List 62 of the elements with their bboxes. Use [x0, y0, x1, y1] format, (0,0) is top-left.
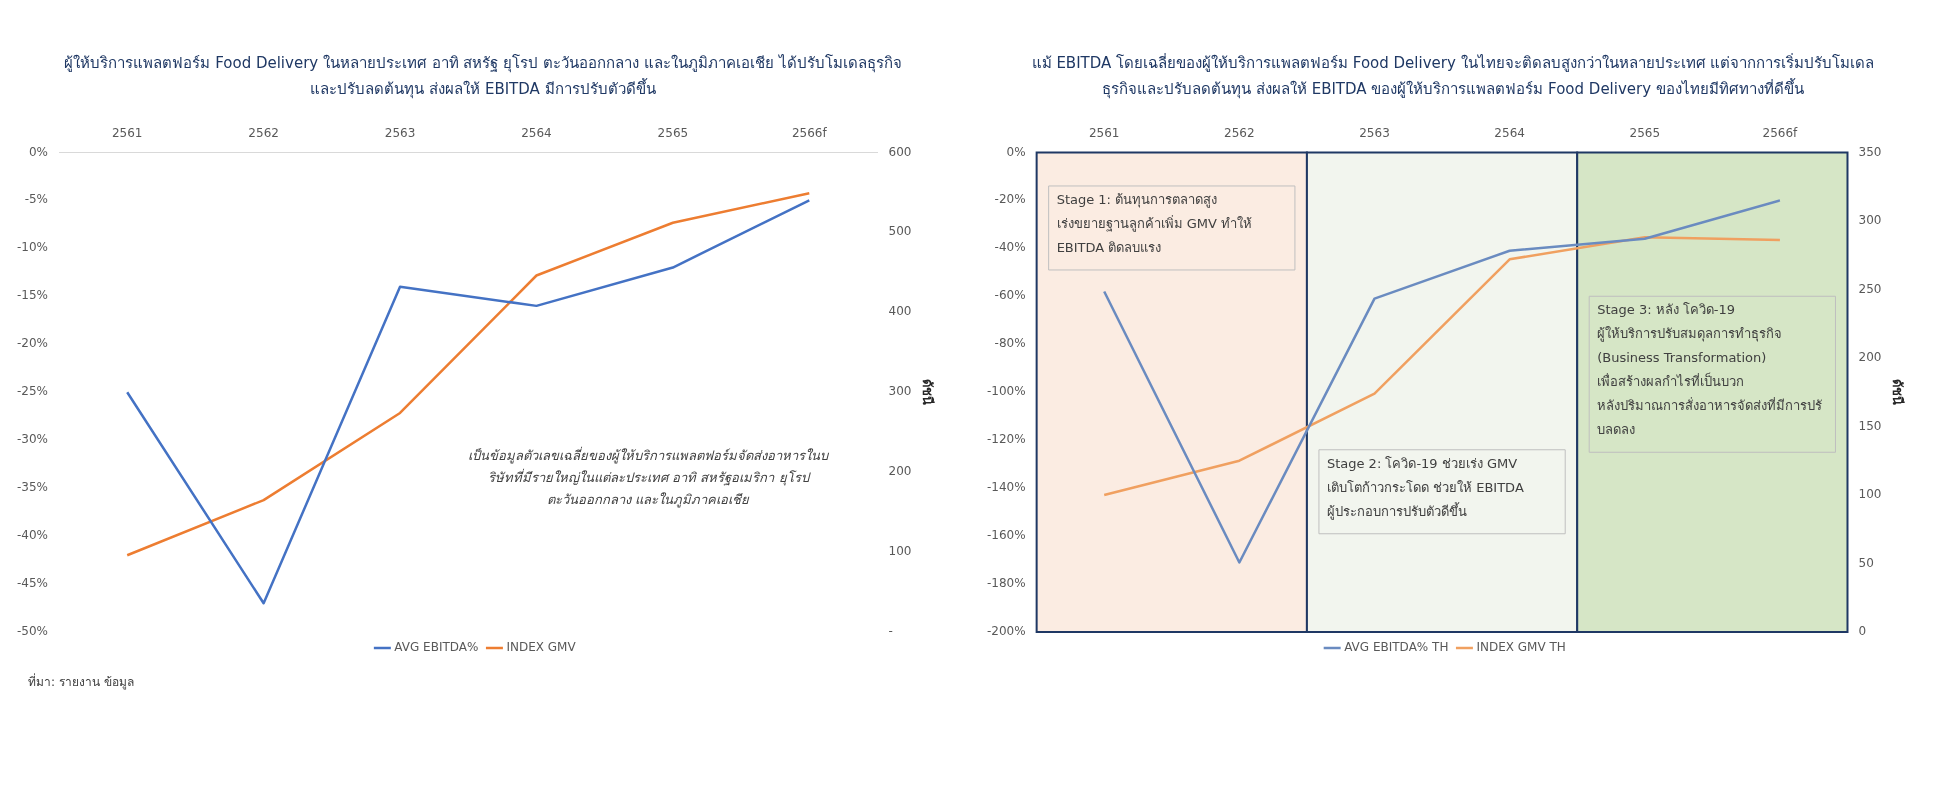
y2-tick-label: 500: [888, 224, 912, 239]
y-tick-label: -40%: [994, 240, 1026, 255]
annotation: เป็นข้อมูลตัวเลขเฉลี่ยของผู้ให้บริการแพลตฟอร์มจัดส่งอาหารในบริษัทที่มีรายใหญ่ในแต่ละประเทศ อาทิ สหรัฐอเมริกา ยุโรป ตะวันออกกลาง และในภูมิภาคเอเชีย: [468, 445, 831, 508]
y-tick-label: -80%: [994, 336, 1026, 351]
y2-tick-label: 300: [888, 384, 912, 399]
y-tick-label: -140%: [987, 480, 1026, 495]
x-tick-label: 2564: [1494, 126, 1525, 141]
y2-tick-label: 600: [888, 144, 912, 159]
legend-label: INDEX GMV TH: [1476, 640, 1566, 655]
x-tick-label: 2564: [521, 126, 552, 141]
y-tick-label: -30%: [16, 432, 48, 447]
y2-tick-label: 100: [1858, 487, 1882, 502]
y2-tick-label: 300: [1858, 213, 1882, 228]
x-tick-label: 2563: [384, 126, 416, 141]
y-tick-label: -160%: [987, 528, 1026, 543]
x-tick-label: 2565: [657, 126, 689, 141]
y-tick-label: 0%: [1006, 144, 1026, 159]
x-tick-label: 2566f: [791, 126, 828, 141]
x-tick-label: 2562: [248, 126, 279, 141]
legend-label: INDEX GMV: [506, 640, 577, 655]
y-tick-label: -100%: [987, 384, 1026, 399]
y2-axis-title: ดัชนี: [1889, 379, 1905, 406]
y2-tick-label: 400: [888, 304, 912, 319]
y-tick-label: -10%: [16, 240, 48, 255]
y-tick-label: -50%: [16, 624, 48, 639]
y2-tick-label: 0: [1858, 624, 1867, 639]
y-tick-label: -60%: [994, 288, 1026, 303]
y-tick-label: -200%: [987, 624, 1026, 639]
chart-title: แม้ EBITDA โดยเฉลี่ยของผู้ให้บริการแพลตฟอร์ม Food Delivery ในไทยจะติดลบสูงกว่าในหลายประเทศ แต่จากการเริ่มปรับโมเดลธุรกิจและปรับลดต้นทุน ส่งผลให้ EBITDA ของผู้ให้บริการแพลตฟอร์ม Food Delivery ของไทยมีทิศทางที่ดีขึ้น: [1030, 52, 1876, 101]
y-tick-label: -5%: [24, 192, 48, 207]
x-tick-label: 2561: [1088, 126, 1120, 141]
x-tick-label: 2566f: [1762, 126, 1799, 141]
y-tick-label: -25%: [16, 384, 48, 399]
band-label: Stage 3: หลัง โควิด-19 ผู้ให้บริการปรับสมดุลการทำธุรกิจ (Business Transformation) เพื่อสร้างผลกำไรที่เป็นบวก หลังปริมาณการสั่งอาหารจัดส่งที่มีการปรับลดลง: [1597, 302, 1823, 438]
y2-tick-label: 100: [888, 544, 912, 559]
y2-tick-label: 250: [1858, 281, 1882, 296]
x-tick-label: 2565: [1629, 126, 1661, 141]
y-tick-label: -120%: [987, 432, 1026, 447]
x-tick-label: 2561: [111, 126, 143, 141]
y2-tick-label: 200: [888, 464, 912, 479]
chart-title: ผู้ให้บริการแพลตฟอร์ม Food Delivery ในหลายประเทศ อาทิ สหรัฐ ยุโรป ตะวันออกกลาง และในภูมิภาคเอเชีย ได้ปรับโมเดลธุรกิจและปรับลดต้นทุน ส่งผลให้ EBITDA มีการปรับตัวดีขึ้น: [63, 53, 903, 101]
y-tick-label: -45%: [16, 576, 48, 591]
y-tick-label: -20%: [16, 336, 48, 351]
y2-tick-label: 200: [1858, 350, 1882, 365]
legend-label: AVG EBITDA%: [394, 640, 479, 655]
y2-axis-title: ดัชนี: [919, 379, 935, 406]
band-label: Stage 1: ต้นทุนการตลาดสูง เร่งขยายฐานลูกค้าเพิ่ม GMV ทำให้ EBITDA ติดลบแรง: [1056, 191, 1253, 255]
y-tick-label: -35%: [16, 480, 48, 495]
x-tick-label: 2562: [1224, 126, 1255, 141]
y2-tick-label: 350: [1858, 144, 1882, 159]
y2-tick-label: -: [888, 624, 893, 639]
y-tick-label: -20%: [994, 192, 1026, 207]
y2-tick-label: 50: [1858, 555, 1874, 570]
x-tick-label: 2563: [1359, 126, 1390, 141]
legend-label: AVG EBITDA% TH: [1344, 640, 1449, 655]
y-tick-label: -15%: [16, 288, 48, 303]
y-tick-label: -180%: [987, 576, 1026, 591]
band-label: Stage 2: โควิด-19 ช่วยเร่ง GMV เติบโตก้าวกระโดด ช่วยให้ EBITDA ผู้ประกอบการปรับตัวดีขึ้น: [1326, 455, 1524, 520]
y-tick-label: 0%: [28, 144, 48, 159]
y-tick-label: -40%: [16, 528, 48, 543]
text: ที่มา: รายงาน ข้อมูล: [27, 672, 135, 691]
y2-tick-label: 150: [1858, 418, 1882, 433]
